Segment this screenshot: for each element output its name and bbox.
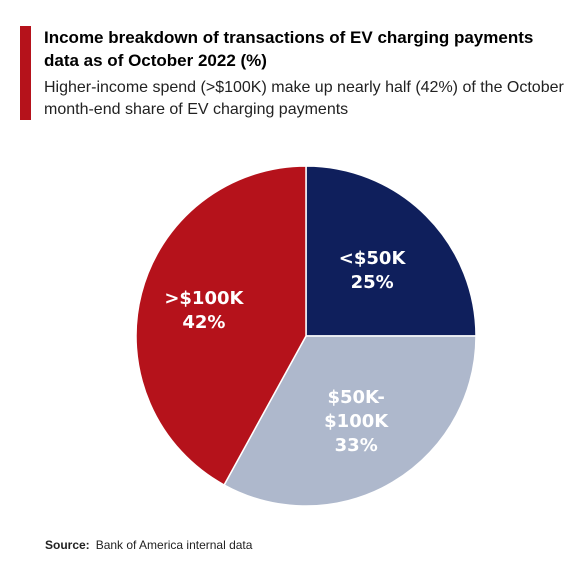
source-text: Bank of America internal data xyxy=(95,538,253,552)
pie-chart: <$50K 25% $50K-$100K 33% >$100K 42% xyxy=(135,165,477,507)
chart-title: Income breakdown of transactions of EV c… xyxy=(44,28,534,70)
pie-slice-3 xyxy=(135,165,307,486)
title-accent-bar xyxy=(20,26,31,120)
pie-slice-1 xyxy=(305,165,477,337)
chart-subtitle: Higher-income spend (>$100K) make up nea… xyxy=(44,79,564,118)
source-note: Source: Bank of America internal data xyxy=(45,538,252,552)
slice-label-2: $50K-$100K 33% xyxy=(324,387,389,456)
source-label: Source: xyxy=(45,538,90,552)
slice-label-3: >$100K 42% xyxy=(164,288,244,333)
slice-label-1: <$50K 25% xyxy=(339,248,407,293)
pie-slice-2 xyxy=(223,335,477,507)
